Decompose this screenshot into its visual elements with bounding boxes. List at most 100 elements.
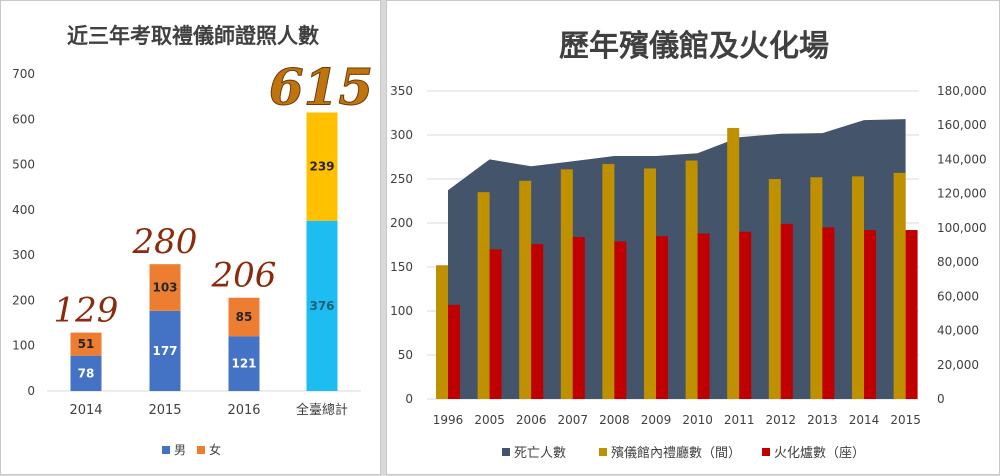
bar-halls <box>602 164 615 399</box>
y-tick-label: 200 <box>12 293 35 307</box>
y-right-tick-label: 20,000 <box>937 358 979 372</box>
x-tick-label: 2010 <box>682 413 713 427</box>
y-tick-label: 600 <box>12 112 35 126</box>
bar-furnaces <box>531 244 544 399</box>
y-right-tick-label: 160,000 <box>937 118 987 132</box>
bar-halls <box>560 169 573 399</box>
y-left-tick-label: 150 <box>390 260 413 274</box>
bar-halls <box>477 192 490 399</box>
bar-female <box>306 112 338 221</box>
legend-female-label: 女 <box>209 442 221 457</box>
bar-halls <box>768 179 781 399</box>
legend-male-swatch <box>162 446 170 454</box>
x-tick-label: 2008 <box>599 413 630 427</box>
bar-furnaces <box>905 230 918 399</box>
bar-halls <box>852 176 864 399</box>
y-right-tick-label: 120,000 <box>937 187 987 201</box>
x-tick-label: 2013 <box>807 413 838 427</box>
bar-male <box>70 355 102 391</box>
legend-female-swatch <box>197 446 205 454</box>
bar-value-female: 85 <box>236 310 253 324</box>
y-left-tick-label: 350 <box>390 84 413 98</box>
bar-halls <box>893 172 906 399</box>
y-tick-label: 300 <box>12 248 35 262</box>
bar-furnaces <box>864 230 876 399</box>
y-tick-label: 100 <box>12 339 35 353</box>
legend-halls-swatch <box>599 448 607 456</box>
bar-halls <box>810 177 823 399</box>
area-deaths <box>448 119 906 399</box>
y-right-tick-label: 40,000 <box>937 324 979 338</box>
bar-value-male: 121 <box>231 357 256 371</box>
bar-furnaces <box>489 249 502 399</box>
right-chart-title: 歷年殯儀館及火化場 <box>559 29 829 64</box>
bar-halls <box>685 160 698 399</box>
x-tick-label: 2014 <box>849 413 880 427</box>
y-tick-label: 700 <box>12 67 35 81</box>
bar-value-female: 239 <box>309 160 334 174</box>
total-label: 615 <box>269 57 373 116</box>
bar-furnaces <box>448 304 460 399</box>
x-tick-label: 2012 <box>766 413 797 427</box>
y-left-tick-label: 300 <box>390 128 413 142</box>
right-chart-panel: 歷年殯儀館及火化場 0 50 100 150 200 250 300 350 0 20,000 40… <box>386 0 1000 475</box>
x-tick-label: 2011 <box>724 413 755 427</box>
x-tick-label: 2015 <box>890 413 921 427</box>
legend-halls-label: 殯儀館內禮廳數（間） <box>611 445 741 461</box>
left-chart-panel: 近三年考取禮儀師證照人數 0 100 200 300 400 500 600 700 78 51 2… <box>0 0 381 475</box>
total-label: 206 <box>211 256 277 296</box>
y-tick-label: 500 <box>12 158 35 172</box>
legend-furnaces-label: 火化爐數（座） <box>774 446 865 461</box>
total-label: 129 <box>54 291 119 331</box>
y-right-tick-label: 60,000 <box>937 289 979 303</box>
bar-furnaces <box>822 227 835 399</box>
bar-halls <box>644 168 656 399</box>
y-right-tick-label: 100,000 <box>937 221 987 235</box>
y-right-tick-label: 140,000 <box>937 152 987 166</box>
x-tick-label: 2005 <box>474 413 505 427</box>
bar-furnaces <box>780 223 793 399</box>
y-tick-label: 400 <box>12 203 35 217</box>
bar-value-male: 376 <box>309 299 334 313</box>
bar-value-male: 177 <box>152 344 177 358</box>
y-left-tick-label: 200 <box>390 216 413 230</box>
x-tick-label: 2006 <box>516 413 547 427</box>
x-tick-label: 2014 <box>69 403 102 418</box>
bar-furnaces <box>739 231 752 399</box>
bar-furnaces <box>697 233 710 399</box>
bar-value-female: 103 <box>152 281 177 295</box>
bar-male <box>228 336 260 391</box>
y-tick-label: 0 <box>27 384 35 398</box>
bar-female <box>70 332 102 356</box>
y-right-tick-label: 80,000 <box>937 255 979 269</box>
x-tick-label: 2009 <box>641 413 672 427</box>
bar-value-male: 78 <box>78 366 95 380</box>
bar-halls <box>519 180 532 399</box>
bar-furnaces <box>572 237 585 399</box>
y-left-tick-label: 250 <box>390 172 413 186</box>
left-chart: 近三年考取禮儀師證照人數 0 100 200 300 400 500 600 700 78 51 2… <box>12 24 374 457</box>
legend-deaths-label: 死亡人數 <box>514 446 566 461</box>
bar-furnaces <box>656 236 668 399</box>
bar-halls <box>436 265 448 399</box>
right-chart: 歷年殯儀館及火化場 0 50 100 150 200 250 300 350 0 20,000 40… <box>390 29 987 461</box>
x-tick-label: 2015 <box>148 403 181 418</box>
legend-furnaces-swatch <box>762 448 770 456</box>
legend-male-label: 男 <box>174 443 186 457</box>
x-tick-label: 2016 <box>227 403 260 418</box>
y-left-tick-label: 50 <box>398 348 413 362</box>
bar-female <box>149 264 181 311</box>
y-left-tick-label: 0 <box>405 392 413 406</box>
bar-male <box>306 220 338 391</box>
bar-male <box>149 310 181 391</box>
bar-furnaces <box>614 241 627 399</box>
bar-halls <box>727 127 740 400</box>
bar-female <box>228 297 260 337</box>
y-right-tick-label: 180,000 <box>937 84 987 98</box>
bar-value-female: 51 <box>78 337 95 351</box>
left-chart-title: 近三年考取禮儀師證照人數 <box>67 24 319 48</box>
y-right-tick-label: 0 <box>937 392 945 406</box>
x-tick-label: 1996 <box>433 413 464 427</box>
legend-deaths-swatch <box>502 448 510 456</box>
x-tick-label: 2007 <box>558 413 589 427</box>
